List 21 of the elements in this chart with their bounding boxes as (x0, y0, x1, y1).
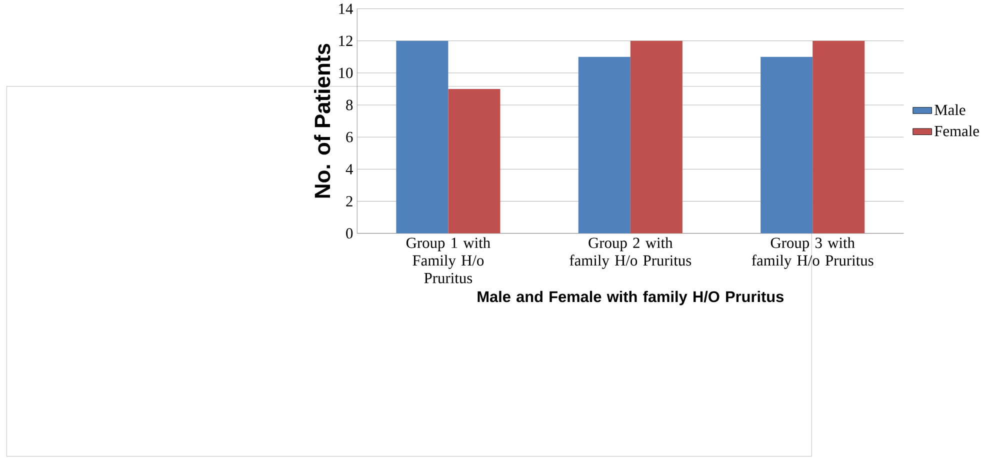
y-tick-label: 2 (346, 196, 352, 206)
y-tick-label: 4 (346, 164, 353, 174)
bar (812, 40, 865, 234)
y-axis-title: No. of Patients (314, 44, 330, 198)
y-tick-label: 8 (346, 100, 353, 110)
bar (630, 40, 682, 234)
y-tick-label: 14 (339, 4, 353, 14)
legend-label: Male (934, 104, 966, 116)
x-axis-title: Male and Female with family H/O Pruritus (478, 290, 784, 306)
x-tick-label: Group 2 with family H/o Pruritus (570, 237, 692, 269)
bar (760, 56, 813, 234)
y-tick-label: 0 (346, 228, 353, 239)
bar (448, 88, 500, 234)
bar (396, 40, 448, 234)
bar (578, 56, 630, 234)
legend-label: Female (934, 125, 979, 136)
x-tick-label: Group 1 with Family H/o Pruritus (406, 237, 490, 284)
y-tick-label: 10 (339, 68, 353, 78)
x-tick-label: Group 3 with family H/o Pruritus (752, 237, 874, 269)
y-tick-label: 12 (339, 36, 352, 46)
y-tick-label: 6 (346, 132, 353, 142)
